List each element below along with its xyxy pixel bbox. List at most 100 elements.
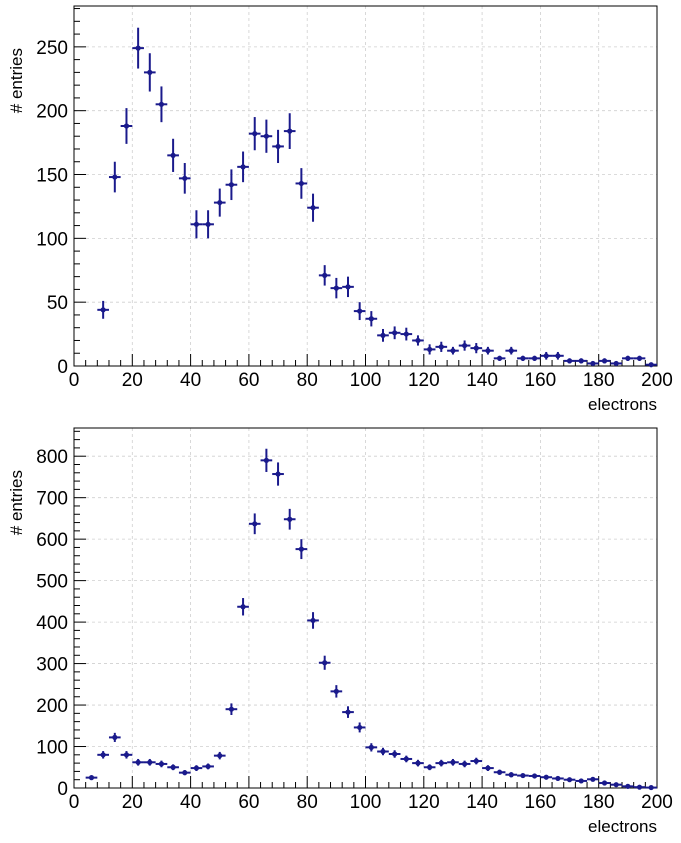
data-marker xyxy=(240,604,246,610)
data-marker xyxy=(263,133,269,139)
data-point xyxy=(248,117,261,151)
data-point xyxy=(272,129,284,164)
data-point xyxy=(342,706,354,718)
y-axis-label: # entries xyxy=(7,48,26,113)
data-point xyxy=(190,765,203,771)
data-marker xyxy=(566,358,573,364)
data-point xyxy=(447,758,459,766)
data-marker xyxy=(205,221,211,227)
data-point xyxy=(412,335,424,346)
data-point xyxy=(353,722,366,733)
data-marker xyxy=(170,152,176,158)
x-axis-label: electrons xyxy=(588,817,657,836)
data-marker xyxy=(228,182,235,188)
data-point xyxy=(435,341,448,352)
data-marker xyxy=(158,761,165,767)
data-point xyxy=(552,351,564,360)
data-marker xyxy=(298,546,304,552)
data-point xyxy=(155,760,168,768)
data-point xyxy=(435,759,448,767)
x-axis-label: electrons xyxy=(588,395,657,414)
top-histogram-panel: 0 20 40 60 80 100 120 140 160 180 200 0 50 100 150 200 2… xyxy=(7,5,673,414)
data-marker xyxy=(193,221,200,227)
data-marker xyxy=(368,316,374,322)
data-marker xyxy=(252,131,258,137)
data-marker xyxy=(217,753,223,759)
data-point xyxy=(458,760,471,768)
x-tick-label: 0 xyxy=(69,370,80,391)
data-marker xyxy=(135,45,141,51)
data-marker xyxy=(357,308,363,314)
data-point xyxy=(190,210,203,239)
data-marker xyxy=(520,355,526,361)
data-point xyxy=(225,169,238,201)
data-marker xyxy=(392,751,398,757)
data-marker xyxy=(205,763,211,770)
data-marker xyxy=(380,748,386,755)
data-marker xyxy=(485,765,491,771)
data-marker xyxy=(520,772,526,779)
data-point xyxy=(622,783,634,789)
data-marker xyxy=(578,358,584,364)
data-point xyxy=(272,462,284,486)
data-point xyxy=(225,703,238,716)
data-point xyxy=(132,27,144,69)
data-point xyxy=(388,750,401,758)
x-tick-label: 80 xyxy=(297,370,318,391)
data-marker xyxy=(485,348,491,354)
data-point xyxy=(470,343,483,354)
data-marker xyxy=(438,760,444,766)
data-marker xyxy=(123,752,130,758)
y-tick-label: 100 xyxy=(36,738,68,759)
data-point xyxy=(598,358,611,364)
x-tick-label: 160 xyxy=(525,370,557,391)
data-marker xyxy=(496,769,503,775)
data-marker xyxy=(415,337,421,344)
data-point xyxy=(423,764,436,771)
data-marker xyxy=(147,759,153,765)
data-point xyxy=(517,355,529,361)
data-marker xyxy=(100,307,106,313)
data-marker xyxy=(601,358,608,364)
y-tick-label: 200 xyxy=(36,102,68,123)
x-tick-label: 80 xyxy=(297,792,318,813)
data-point xyxy=(237,598,249,616)
data-point xyxy=(202,763,214,770)
x-tick-label: 40 xyxy=(180,370,201,391)
data-marker xyxy=(531,773,538,779)
data-marker xyxy=(345,709,351,715)
data-point xyxy=(143,758,156,766)
x-tick-label: 60 xyxy=(238,370,259,391)
x-tick-label: 200 xyxy=(641,370,673,391)
y-tick-label: 50 xyxy=(47,293,68,314)
data-marker xyxy=(403,331,409,337)
data-point xyxy=(423,344,436,355)
data-point xyxy=(120,108,133,144)
y-tick-label: 400 xyxy=(36,613,68,634)
data-marker xyxy=(462,342,468,349)
data-point xyxy=(120,751,133,759)
data-marker xyxy=(112,174,118,180)
data-point xyxy=(587,776,599,782)
data-marker xyxy=(182,175,188,181)
data-marker xyxy=(473,758,479,764)
data-marker xyxy=(182,770,188,776)
y-tick-label: 100 xyxy=(36,229,68,250)
data-marker xyxy=(252,521,258,527)
x-tick-label: 120 xyxy=(408,792,440,813)
x-tick-label: 140 xyxy=(466,370,498,391)
data-point xyxy=(97,751,109,759)
data-marker xyxy=(613,360,619,367)
data-point xyxy=(493,769,506,775)
data-point xyxy=(295,539,308,560)
data-marker xyxy=(625,783,631,789)
data-point xyxy=(342,276,354,298)
data-marker xyxy=(636,784,643,790)
data-marker xyxy=(263,457,269,463)
data-marker xyxy=(473,345,479,351)
data-marker xyxy=(648,784,654,791)
data-marker xyxy=(625,355,631,361)
data-marker xyxy=(578,778,584,784)
data-point xyxy=(108,732,121,742)
